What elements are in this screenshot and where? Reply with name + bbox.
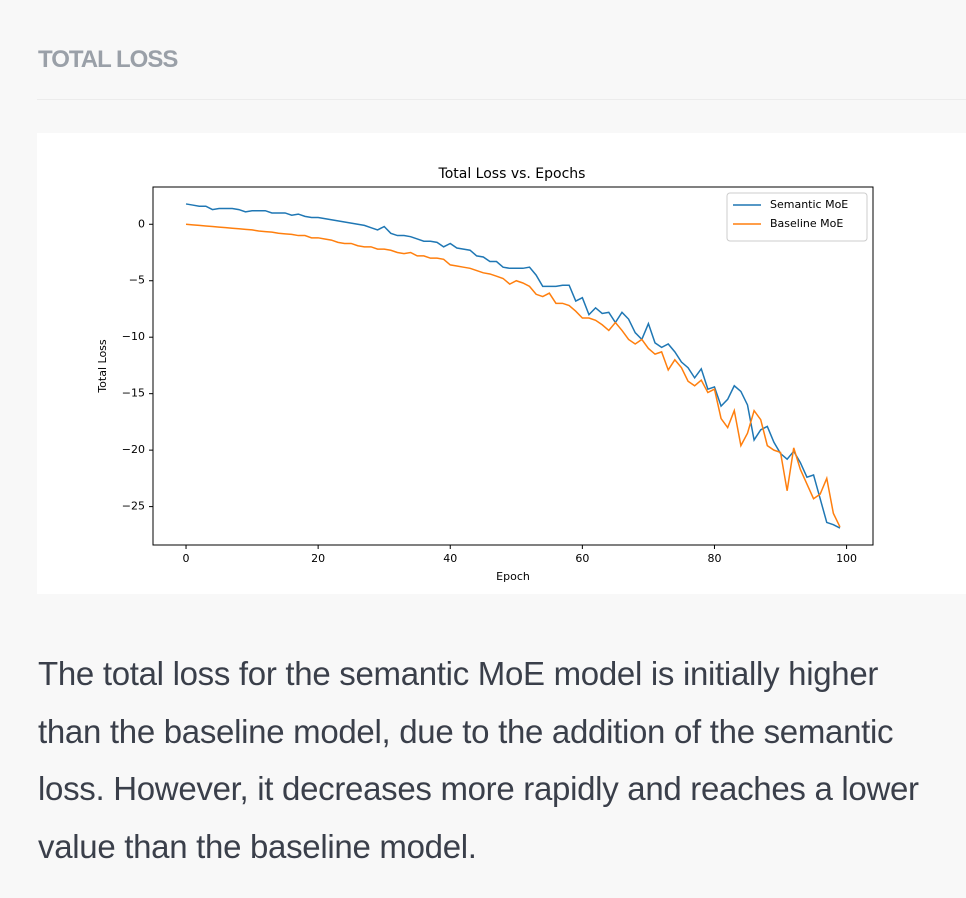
y-tick-label: −25 <box>122 500 145 513</box>
description: The total loss for the semantic MoE mode… <box>38 655 919 865</box>
divider <box>37 99 966 100</box>
y-tick-label: −20 <box>122 443 145 456</box>
line-series <box>185 203 841 529</box>
x-axis-label: Epoch <box>496 570 530 583</box>
y-tick-label: −15 <box>122 387 145 400</box>
legend-label: Baseline MoE <box>770 217 843 230</box>
x-tick-label: 60 <box>575 552 589 565</box>
x-tick-label: 100 <box>836 552 857 565</box>
y-tick-label: 0 <box>138 217 145 230</box>
plot-frame <box>152 186 874 546</box>
chart: Total Loss vs. Epochs Epoch Total Loss 0… <box>37 133 966 594</box>
y-tick-label: −5 <box>129 274 145 287</box>
x-tick-label: 80 <box>707 552 721 565</box>
line-series <box>185 223 841 528</box>
chart-title: Total Loss vs. Epochs <box>438 166 586 182</box>
x-tick-label: 0 <box>183 552 190 565</box>
legend-box <box>726 192 868 242</box>
section-title: TOTAL LOSS <box>38 46 178 73</box>
x-tick-label: 40 <box>443 552 457 565</box>
x-tick-label: 20 <box>311 552 325 565</box>
y-axis-label: Total Loss <box>96 339 109 394</box>
y-tick-label: −10 <box>122 330 145 343</box>
legend-label: Semantic MoE <box>770 198 848 211</box>
